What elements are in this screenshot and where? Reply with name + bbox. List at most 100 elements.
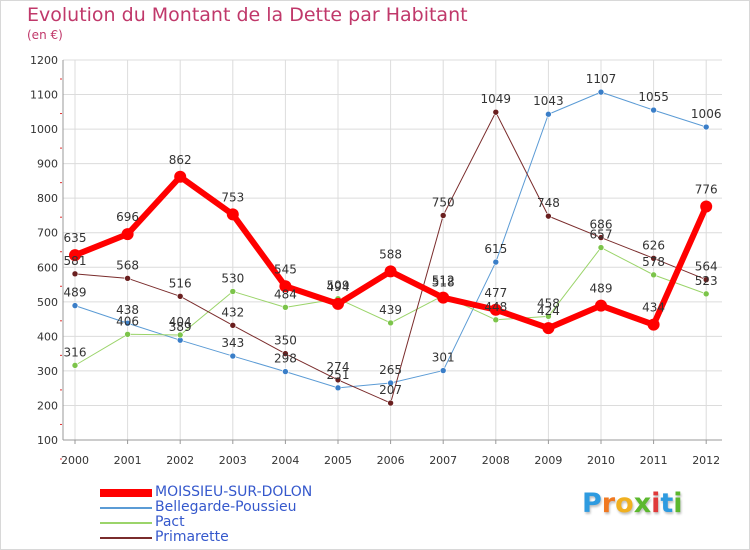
data-point	[702, 123, 710, 131]
data-point	[71, 362, 79, 369]
data-label: 509	[327, 279, 350, 293]
data-label: 516	[169, 276, 192, 290]
data-label: 438	[116, 303, 139, 317]
y-tick-label: 800	[37, 192, 58, 205]
data-point	[387, 319, 394, 327]
data-point	[226, 208, 239, 221]
x-tick-label: 2003	[219, 454, 247, 467]
data-label: 530	[221, 271, 244, 285]
data-point	[229, 322, 237, 329]
data-point	[282, 350, 289, 357]
data-label: 581	[64, 254, 87, 268]
y-tick-label: 600	[37, 261, 58, 274]
legend: MOISSIEU-SUR-DOLON Bellegarde-Poussieu Pac…	[100, 485, 420, 545]
data-label: 489	[64, 286, 87, 300]
data-label: 657	[590, 228, 613, 242]
data-point	[545, 110, 552, 118]
x-tick-label: 2006	[377, 454, 405, 467]
data-point	[702, 290, 710, 298]
x-tick-label: 2004	[271, 454, 299, 467]
y-tick-label: 1000	[30, 123, 58, 136]
data-point	[124, 330, 131, 338]
data-label: 686	[590, 218, 613, 232]
data-point	[332, 297, 344, 310]
y-tick-label: 1200	[30, 54, 58, 67]
logo-letter: r	[601, 488, 616, 519]
x-tick-label: 2009	[534, 454, 562, 467]
data-point	[439, 367, 447, 374]
data-label: 424	[537, 304, 560, 318]
data-point	[124, 275, 131, 282]
data-point	[650, 106, 657, 114]
data-label: 343	[221, 336, 244, 350]
y-tick-label: 200	[37, 399, 58, 412]
data-point	[334, 376, 342, 384]
legend-label: MOISSIEU-SUR-DOLON	[155, 484, 313, 500]
data-label: 696	[116, 210, 139, 224]
legend-item: Bellegarde-Poussieu	[100, 500, 420, 515]
data-point	[545, 313, 552, 320]
data-label: 626	[642, 238, 665, 252]
data-label: 274	[327, 360, 350, 374]
data-label: 1043	[533, 94, 564, 108]
data-label: 564	[695, 260, 718, 274]
data-label: 207	[379, 383, 402, 397]
data-point	[124, 319, 131, 327]
data-point	[650, 254, 657, 262]
data-label: 512	[432, 274, 455, 288]
legend-swatch	[100, 507, 152, 509]
data-label: 477	[484, 286, 507, 300]
legend-label: Pact	[155, 514, 185, 530]
legend-label: Primarette	[155, 529, 229, 545]
y-tick-label: 700	[37, 227, 58, 240]
data-label: 389	[169, 320, 192, 334]
legend-item: Pact	[100, 515, 420, 530]
data-point	[597, 88, 605, 96]
x-tick-label: 2000	[61, 454, 89, 467]
proxiti-logo: Proxiti	[582, 488, 683, 519]
data-point	[282, 368, 289, 375]
x-tick-label: 2010	[587, 454, 615, 467]
data-point	[595, 299, 607, 312]
data-point	[387, 379, 394, 387]
data-point	[334, 384, 342, 392]
data-label: 568	[116, 258, 139, 272]
data-label: 448	[484, 300, 507, 314]
data-point	[176, 331, 184, 339]
y-tick-label: 500	[37, 296, 58, 309]
data-label: 265	[379, 363, 402, 377]
data-point	[71, 302, 79, 309]
data-point	[384, 265, 397, 278]
legend-label: Bellegarde-Poussieu	[155, 499, 297, 515]
data-label: 1006	[691, 107, 722, 121]
data-label: 298	[274, 352, 297, 366]
data-point	[229, 288, 237, 295]
data-label: 350	[274, 334, 297, 348]
logo-letter: i	[673, 488, 683, 519]
logo-letter: P	[582, 488, 602, 519]
logo-letter: i	[651, 488, 661, 519]
data-label: 578	[642, 255, 665, 269]
x-tick-label: 2007	[429, 454, 457, 467]
data-label: 862	[169, 153, 192, 167]
data-label: 615	[484, 242, 507, 256]
data-point	[176, 292, 184, 300]
data-label: 301	[432, 351, 455, 365]
data-point	[545, 212, 552, 220]
data-label: 458	[537, 296, 560, 310]
legend-item: Primarette	[100, 530, 420, 545]
data-point	[597, 234, 605, 241]
data-label: 432	[221, 305, 244, 319]
data-point	[69, 249, 81, 262]
data-point	[279, 280, 292, 293]
data-label: 518	[432, 276, 455, 290]
data-label: 484	[274, 287, 297, 301]
data-point	[489, 303, 502, 316]
data-label: 750	[432, 195, 455, 209]
logo-letter: o	[615, 488, 634, 519]
data-point	[702, 276, 710, 284]
chart-subtitle: (en €)	[27, 28, 63, 42]
data-label: 588	[379, 247, 402, 261]
data-point	[650, 271, 657, 279]
